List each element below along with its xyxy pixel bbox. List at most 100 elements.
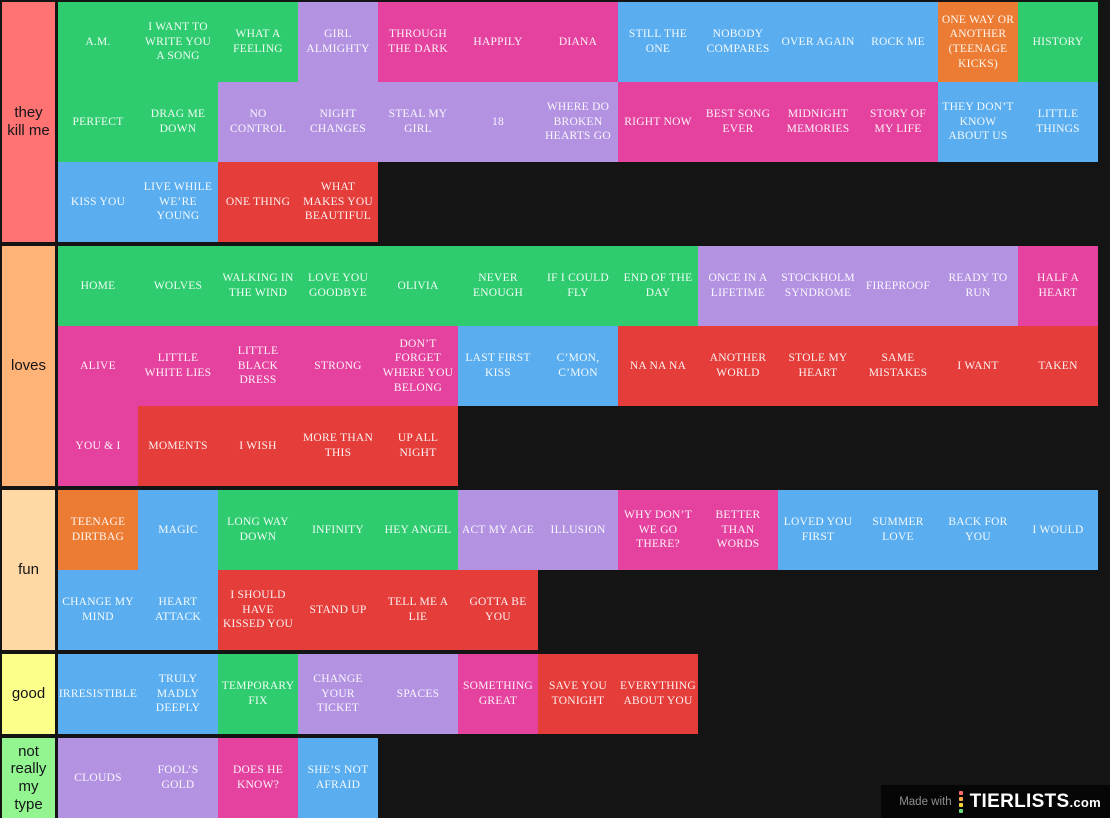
song-tile[interactable]: GIRL ALMIGHTY <box>298 2 378 82</box>
song-tile[interactable]: I SHOULD HAVE KISSED YOU <box>218 570 298 650</box>
song-tile[interactable]: A.M. <box>58 2 138 82</box>
song-tile[interactable]: TEENAGE DIRTBAG <box>58 490 138 570</box>
song-tile[interactable]: BETTER THAN WORDS <box>698 490 778 570</box>
song-tile[interactable]: DIANA <box>538 2 618 82</box>
song-tile[interactable]: MORE THAN THIS <box>298 406 378 486</box>
song-tile[interactable]: SUMMER LOVE <box>858 490 938 570</box>
song-tile[interactable]: ACT MY AGE <box>458 490 538 570</box>
song-tile[interactable]: IRRESISTIBLE <box>58 654 138 734</box>
song-tile[interactable]: HAPPILY <box>458 2 538 82</box>
song-tile[interactable]: OVER AGAIN <box>778 2 858 82</box>
song-tile[interactable]: GOTTA BE YOU <box>458 570 538 650</box>
song-tile[interactable]: SPACES <box>378 654 458 734</box>
song-tile[interactable]: HEY ANGEL <box>378 490 458 570</box>
song-tile[interactable]: TEMPORARY FIX <box>218 654 298 734</box>
song-tile[interactable]: LITTLE WHITE LIES <box>138 326 218 406</box>
song-tile[interactable]: WOLVES <box>138 246 218 326</box>
song-tile[interactable]: THROUGH THE DARK <box>378 2 458 82</box>
song-tile[interactable]: YOU & I <box>58 406 138 486</box>
song-tile[interactable]: KISS YOU <box>58 162 138 242</box>
song-tile[interactable]: NIGHT CHANGES <box>298 82 378 162</box>
song-tile[interactable]: EVERYTHING ABOUT YOU <box>618 654 698 734</box>
song-tile[interactable]: MOMENTS <box>138 406 218 486</box>
song-tile[interactable]: I WISH <box>218 406 298 486</box>
song-tile[interactable]: LOVED YOU FIRST <box>778 490 858 570</box>
tile-row: A.M. I WANT TO WRITE YOU A SONG WHAT A FEE… <box>58 2 1098 82</box>
song-tile[interactable]: UP ALL NIGHT <box>378 406 458 486</box>
song-tile[interactable]: MAGIC <box>138 490 218 570</box>
song-tile[interactable]: MIDNIGHT MEMORIES <box>778 82 858 162</box>
song-tile[interactable]: HALF A HEART <box>1018 246 1098 326</box>
song-tile[interactable]: ILLUSION <box>538 490 618 570</box>
tierlists-watermark[interactable]: Made with TIERLISTS .com <box>881 785 1110 818</box>
song-tile[interactable]: INFINITY <box>298 490 378 570</box>
song-tile[interactable]: DOES HE KNOW? <box>218 738 298 818</box>
tile-row: KISS YOU LIVE WHILE WE’RE YOUNG ONE THING W… <box>58 162 1098 242</box>
song-tile[interactable]: FIREPROOF <box>858 246 938 326</box>
song-tile[interactable]: STOCKHOLM SYNDROME <box>778 246 858 326</box>
song-tile[interactable]: SAVE YOU TONIGHT <box>538 654 618 734</box>
song-tile[interactable]: CHANGE YOUR TICKET <box>298 654 378 734</box>
song-tile[interactable]: CLOUDS <box>58 738 138 818</box>
song-tile[interactable]: STOLE MY HEART <box>778 326 858 406</box>
song-tile[interactable]: PERFECT <box>58 82 138 162</box>
song-tile[interactable]: SOMETHING GREAT <box>458 654 538 734</box>
song-tile[interactable]: I WOULD <box>1018 490 1098 570</box>
song-tile[interactable]: OLIVIA <box>378 246 458 326</box>
song-tile[interactable]: STEAL MY GIRL <box>378 82 458 162</box>
song-tile[interactable]: WHAT MAKES YOU BEAUTIFUL <box>298 162 378 242</box>
song-tile[interactable]: STORY OF MY LIFE <box>858 82 938 162</box>
song-tile[interactable]: BACK FOR YOU <box>938 490 1018 570</box>
song-tile[interactable]: LITTLE THINGS <box>1018 82 1098 162</box>
song-tile[interactable]: HISTORY <box>1018 2 1098 82</box>
song-tile[interactable]: TRULY MADLY DEEPLY <box>138 654 218 734</box>
song-tile[interactable]: WHY DON’T WE GO THERE? <box>618 490 698 570</box>
song-tile[interactable]: HOME <box>58 246 138 326</box>
song-tile[interactable]: WALKING IN THE WIND <box>218 246 298 326</box>
song-tile[interactable]: THEY DON’T KNOW ABOUT US <box>938 82 1018 162</box>
song-tile[interactable]: ROCK ME <box>858 2 938 82</box>
song-tile[interactable]: LOVE YOU GOODBYE <box>298 246 378 326</box>
song-tile[interactable]: SHE’S NOT AFRAID <box>298 738 378 818</box>
song-tile[interactable]: READY TO RUN <box>938 246 1018 326</box>
song-tile[interactable]: DON’T FORGET WHERE YOU BELONG <box>378 326 458 406</box>
song-tile[interactable]: FOOL’S GOLD <box>138 738 218 818</box>
song-tile[interactable]: HEART ATTACK <box>138 570 218 650</box>
song-tile[interactable]: LAST FIRST KISS <box>458 326 538 406</box>
song-tile[interactable]: ONE WAY OR ANOTHER (TEENAGE KICKS) <box>938 2 1018 82</box>
song-tile[interactable]: WHAT A FEELING <box>218 2 298 82</box>
song-tile[interactable]: ALIVE <box>58 326 138 406</box>
tier-tiles-fun: TEENAGE DIRTBAG MAGIC LONG WAY DOWN INFINIT… <box>58 490 1098 650</box>
song-tile[interactable]: STAND UP <box>298 570 378 650</box>
song-tile[interactable]: STILL THE ONE <box>618 2 698 82</box>
song-tile[interactable]: BEST SONG EVER <box>698 82 778 162</box>
song-tile[interactable]: NOBODY COMPARES <box>698 2 778 82</box>
song-tile[interactable]: LIVE WHILE WE’RE YOUNG <box>138 162 218 242</box>
song-tile[interactable]: ANOTHER WORLD <box>698 326 778 406</box>
song-tile[interactable]: LONG WAY DOWN <box>218 490 298 570</box>
song-tile[interactable]: NA NA NA <box>618 326 698 406</box>
tile-row: YOU & I MOMENTS I WISH MORE THAN THIS UP ALL… <box>58 406 1098 486</box>
song-tile[interactable]: TELL ME A LIE <box>378 570 458 650</box>
song-tile[interactable]: DRAG ME DOWN <box>138 82 218 162</box>
song-tile[interactable]: ONCE IN A LIFETIME <box>698 246 778 326</box>
song-tile[interactable]: SAME MISTAKES <box>858 326 938 406</box>
song-tile[interactable]: I WANT <box>938 326 1018 406</box>
tile-row: CHANGE MY MIND HEART ATTACK I SHOULD HAVE … <box>58 570 1098 650</box>
song-tile[interactable]: NEVER ENOUGH <box>458 246 538 326</box>
song-tile[interactable]: C’MON, C’MON <box>538 326 618 406</box>
song-tile[interactable]: CHANGE MY MIND <box>58 570 138 650</box>
song-tile[interactable]: 18 <box>458 82 538 162</box>
song-tile[interactable]: RIGHT NOW <box>618 82 698 162</box>
song-tile[interactable]: WHERE DO BROKEN HEARTS GO <box>538 82 618 162</box>
song-tile[interactable]: STRONG <box>298 326 378 406</box>
song-tile[interactable]: END OF THE DAY <box>618 246 698 326</box>
song-tile[interactable]: ONE THING <box>218 162 298 242</box>
tile-row: HOME WOLVES WALKING IN THE WIND LOVE YOU GO… <box>58 246 1098 326</box>
song-tile[interactable]: LITTLE BLACK DRESS <box>218 326 298 406</box>
song-tile[interactable]: IF I COULD FLY <box>538 246 618 326</box>
song-tile[interactable]: TAKEN <box>1018 326 1098 406</box>
song-tile[interactable]: I WANT TO WRITE YOU A SONG <box>138 2 218 82</box>
song-tile[interactable]: NO CONTROL <box>218 82 298 162</box>
tile-row: IRRESISTIBLE TRULY MADLY DEEPLY TEMPORARY … <box>58 654 698 734</box>
